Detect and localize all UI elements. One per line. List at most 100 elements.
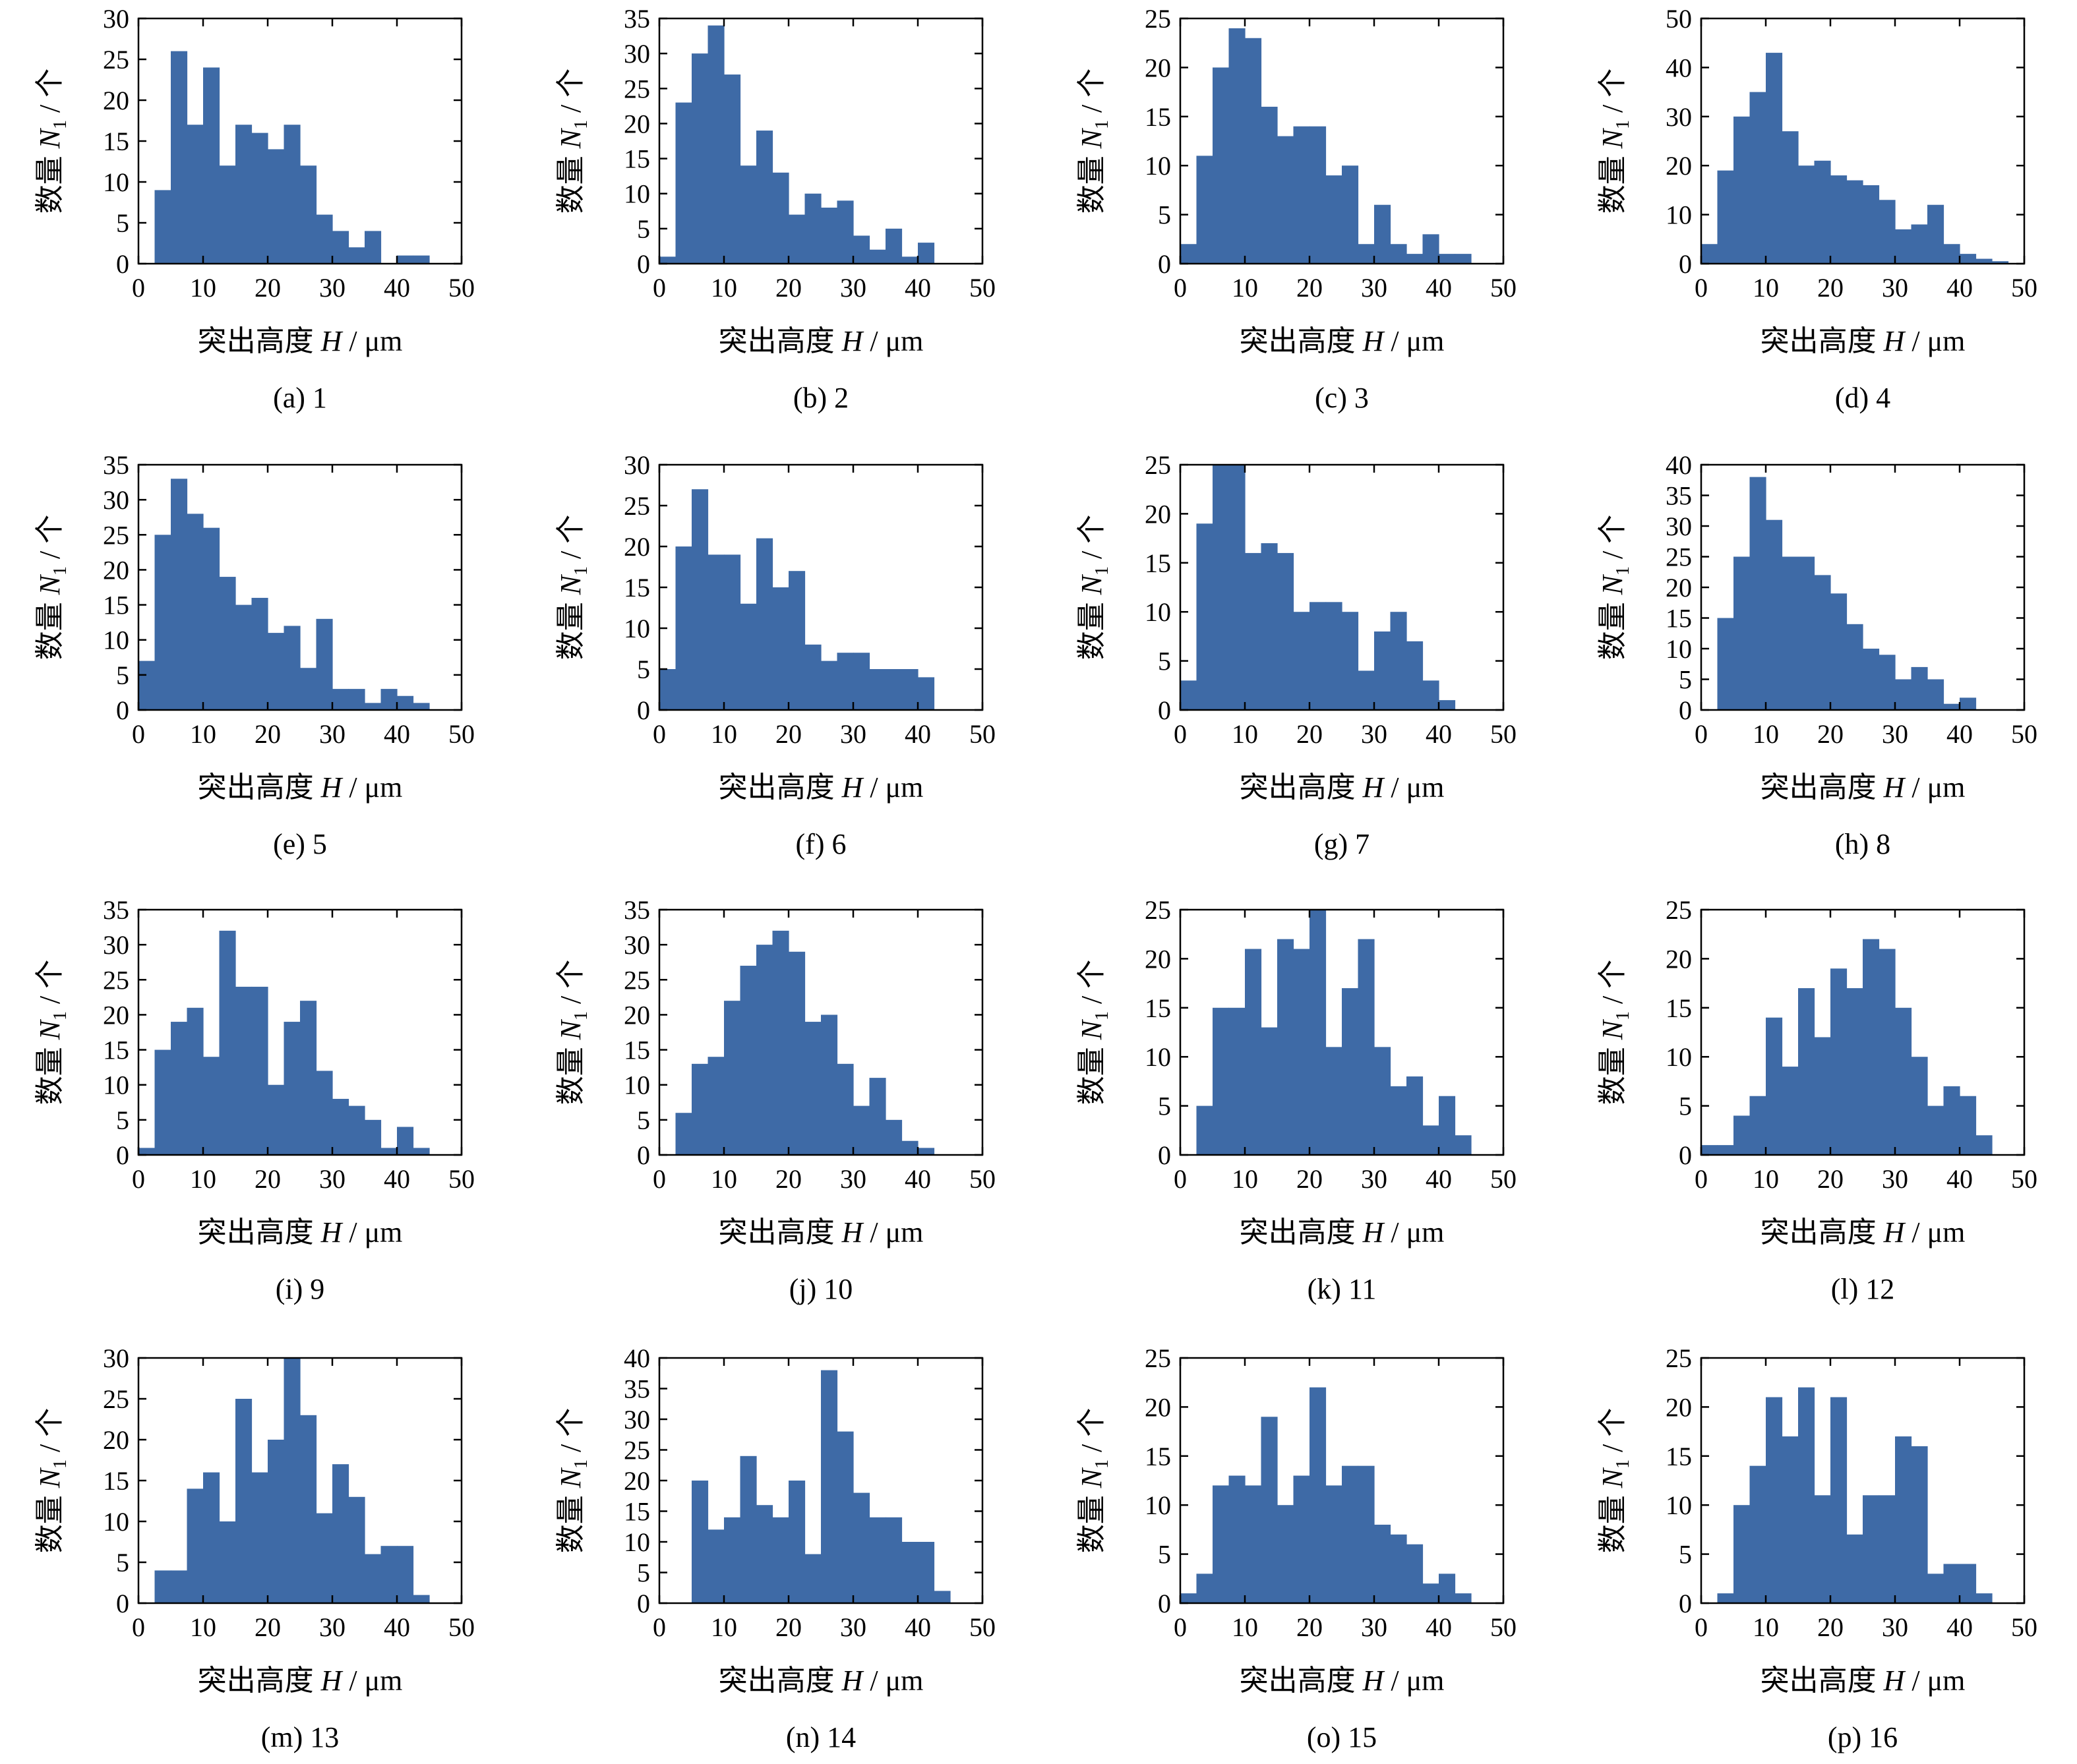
y-tick-label: 5 [116, 1548, 129, 1577]
histogram-bar [300, 668, 317, 710]
y-tick-label: 10 [1145, 597, 1171, 627]
histogram-bar [365, 1119, 382, 1155]
histogram-bar [918, 1542, 935, 1603]
histogram-bar [1422, 1583, 1439, 1603]
histogram-bar [918, 677, 935, 710]
y-axis-label: 数量 N1 / 个 [1075, 960, 1112, 1105]
histogram-bar [365, 231, 382, 264]
histogram-bar [789, 571, 806, 710]
histogram-bar [1927, 1105, 1944, 1155]
y-tick-label: 15 [103, 591, 129, 620]
histogram-bar [171, 1022, 188, 1155]
histogram-bar [1960, 697, 1977, 710]
histogram-bar [740, 603, 757, 710]
histogram-bar [675, 1113, 692, 1155]
y-tick-label: 10 [1145, 1490, 1171, 1520]
x-tick-label: 0 [1174, 719, 1187, 749]
y-tick-label: 35 [103, 450, 129, 480]
x-tick-label: 20 [1817, 273, 1844, 303]
histogram-bar [154, 535, 171, 710]
y-tick-label: 10 [1666, 1042, 1692, 1072]
histogram-bar [1830, 968, 1848, 1155]
histogram-bar [1960, 1096, 1977, 1155]
y-axis-label: 数量 N1 / 个 [34, 515, 71, 661]
y-tick-label: 25 [624, 1436, 650, 1465]
y-tick-label: 15 [1145, 548, 1171, 578]
y-tick-label: 20 [103, 1000, 129, 1030]
y-axis-label: 数量 N1 / 个 [1075, 69, 1112, 214]
histogram-bar [1927, 679, 1944, 710]
y-axis-label: 数量 N1 / 个 [1596, 1408, 1633, 1554]
histogram-bar [675, 546, 692, 710]
histogram-bar [1245, 38, 1262, 264]
histogram-bar [348, 1105, 365, 1155]
x-tick-label: 30 [1361, 273, 1387, 303]
histogram-bar [1261, 106, 1278, 264]
y-tick-label: 15 [1145, 1442, 1171, 1471]
histogram-bar [1358, 670, 1375, 710]
x-axis-label: 突出高度 H / μm [1761, 1664, 1966, 1697]
histogram-bar [268, 1084, 285, 1155]
histogram-bar [1895, 1436, 1912, 1603]
histogram-bar [1325, 602, 1342, 710]
y-tick-label: 25 [1666, 1343, 1692, 1373]
histogram-bar [268, 633, 285, 710]
histogram-bar [918, 243, 935, 264]
y-tick-label: 30 [624, 450, 650, 480]
histogram-bar [365, 703, 382, 710]
histogram-bar [756, 538, 773, 710]
y-tick-label: 0 [116, 249, 129, 279]
x-tick-label: 20 [255, 273, 281, 303]
histogram-bar [1701, 244, 1718, 264]
y-tick-label: 20 [103, 555, 129, 585]
panel-caption: (b) 2 [793, 382, 849, 414]
x-tick-label: 30 [319, 273, 346, 303]
histogram-bar [789, 1481, 806, 1603]
histogram-bar [365, 1554, 382, 1603]
histogram-bar [1879, 200, 1896, 264]
histogram-bar [138, 1148, 156, 1155]
histogram-bar [397, 1127, 414, 1155]
y-tick-label: 0 [116, 695, 129, 725]
x-tick-label: 40 [1946, 1164, 1973, 1194]
x-tick-label: 30 [840, 273, 866, 303]
histogram-bar [1390, 1534, 1407, 1603]
histogram-bar [1245, 1485, 1262, 1603]
y-tick-label: 35 [1666, 481, 1692, 511]
x-axis-label: 突出高度 H / μm [1240, 1216, 1445, 1249]
x-tick-label: 30 [1361, 719, 1387, 749]
panel-caption: (p) 16 [1828, 1721, 1898, 1753]
histogram-bar [692, 1063, 709, 1155]
histogram-bar [284, 125, 301, 264]
y-tick-label: 5 [637, 214, 650, 244]
histogram-bar [1863, 1495, 1880, 1603]
histogram-bar [1749, 92, 1766, 264]
x-tick-label: 50 [969, 273, 996, 303]
x-tick-label: 0 [132, 1164, 145, 1194]
y-tick-label: 5 [1679, 665, 1692, 695]
histogram-bar [1455, 254, 1472, 264]
y-tick-label: 40 [1666, 450, 1692, 480]
histogram-bar [413, 703, 430, 710]
histogram-bar [821, 1014, 838, 1155]
histogram-bar [1261, 1027, 1278, 1155]
y-tick-label: 0 [1158, 1140, 1171, 1170]
y-tick-label: 5 [637, 1558, 650, 1588]
x-tick-label: 0 [1695, 1164, 1708, 1194]
y-tick-label: 25 [1666, 895, 1692, 925]
histogram-bar [1960, 1564, 1977, 1603]
y-tick-label: 5 [116, 661, 129, 690]
y-tick-label: 0 [1679, 1589, 1692, 1618]
y-tick-label: 40 [1666, 53, 1692, 82]
histogram-bar [1766, 519, 1783, 710]
histogram-bar [397, 695, 414, 710]
histogram-bar [1733, 1115, 1751, 1155]
histogram-bar [1766, 53, 1783, 264]
histogram-bar [692, 1481, 709, 1603]
y-tick-label: 10 [1145, 1042, 1171, 1072]
histogram-bar [235, 1399, 253, 1603]
histogram-bar [1911, 1446, 1928, 1603]
y-tick-label: 30 [624, 930, 650, 960]
histogram-bar [1943, 1564, 1960, 1603]
